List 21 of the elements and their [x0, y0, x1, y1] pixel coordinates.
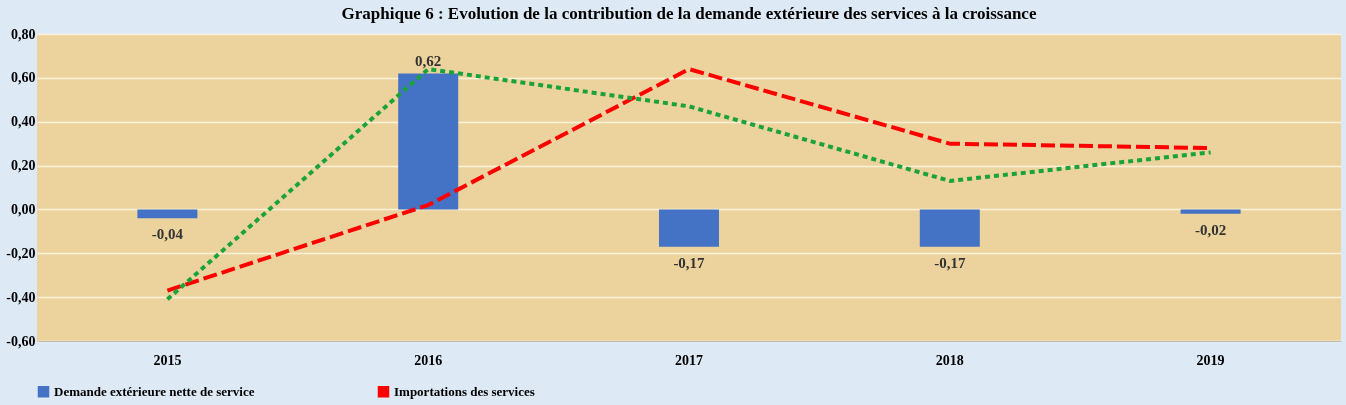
data-label: -0,17: [934, 254, 966, 271]
y-tick-label: 0,40: [11, 114, 36, 130]
x-tick-label: 2015: [153, 352, 182, 368]
data-label: 0,62: [415, 53, 442, 70]
x-tick-label: 2017: [675, 352, 703, 368]
y-tick-label: 0,80: [11, 26, 36, 42]
y-tick-label: 0,20: [11, 158, 36, 174]
y-tick-label: -0,20: [6, 245, 36, 261]
data-label: -0,02: [1194, 221, 1227, 238]
legend-label: Demande extérieure nette de service: [54, 383, 255, 399]
legend-label: Importations des services: [394, 383, 535, 399]
data-label: -0,17: [673, 254, 706, 271]
x-tick-label: 2019: [1196, 352, 1225, 368]
data-label: -0,04: [151, 226, 184, 243]
y-tick-label: -0,60: [6, 333, 36, 349]
y-tick-label: 0,60: [11, 70, 36, 86]
x-tick-label: 2018: [935, 352, 964, 368]
y-tick-label: -0,40: [6, 289, 36, 305]
y-tick-label: 0,00: [11, 201, 36, 217]
chart-title: Graphique 6 : Evolution de la contribution de la demande extérieure des services à la croissance: [341, 4, 1037, 23]
x-tick-label: 2016: [414, 352, 443, 368]
